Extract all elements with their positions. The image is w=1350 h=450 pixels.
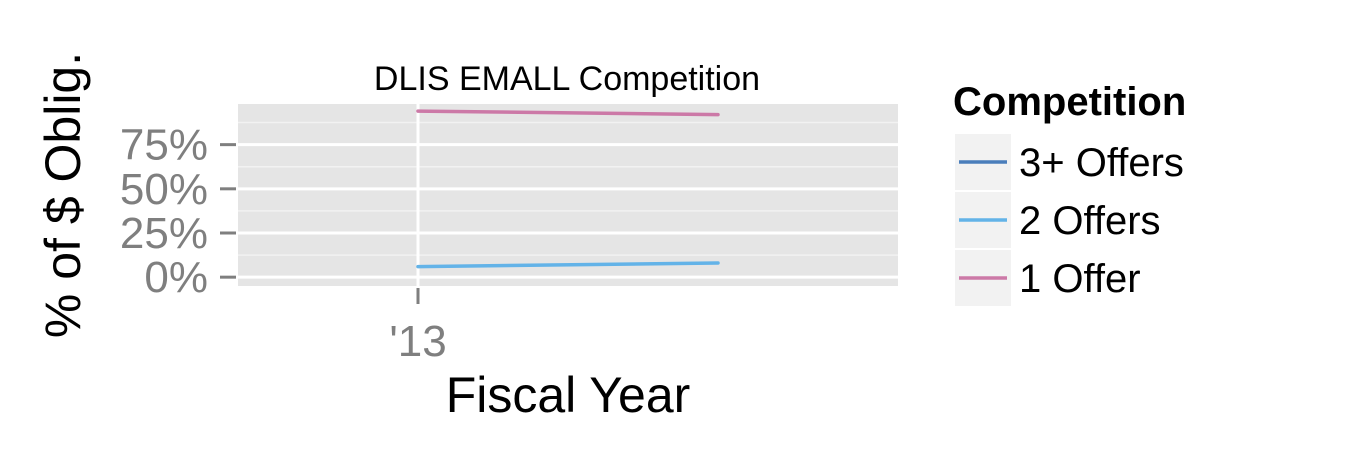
x-axis: '13 [389, 288, 447, 366]
y-tick-label: 50% [120, 165, 208, 214]
y-tick-label: 25% [120, 209, 208, 258]
series-line-2-offers [416, 261, 720, 269]
legend-title: Competition [953, 80, 1186, 124]
y-tick-label: 75% [120, 121, 208, 170]
series-lines [416, 109, 720, 269]
y-axis-title: % of $ Oblig. [35, 52, 91, 338]
legend-label-2-offers: 2 Offers [1019, 199, 1161, 243]
plot-panel [238, 104, 898, 286]
x-axis-title: Fiscal Year [446, 367, 691, 423]
legend-items: 3+ Offers 2 Offers 1 Offer [955, 134, 1184, 306]
legend-label-3-offers: 3+ Offers [1019, 141, 1184, 185]
y-tick-label: 0% [144, 253, 208, 302]
chart-title: DLIS EMALL Competition [374, 60, 760, 98]
series-line-1-offer [416, 109, 720, 117]
x-tick-label: '13 [389, 317, 446, 366]
legend: Competition 3+ Offers 2 Offers 1 Offer [953, 80, 1186, 306]
grid-major [238, 104, 898, 286]
y-axis: 0%25%50%75% [120, 121, 236, 302]
grid-minor [238, 121, 898, 256]
legend-label-1-offer: 1 Offer [1019, 257, 1141, 301]
